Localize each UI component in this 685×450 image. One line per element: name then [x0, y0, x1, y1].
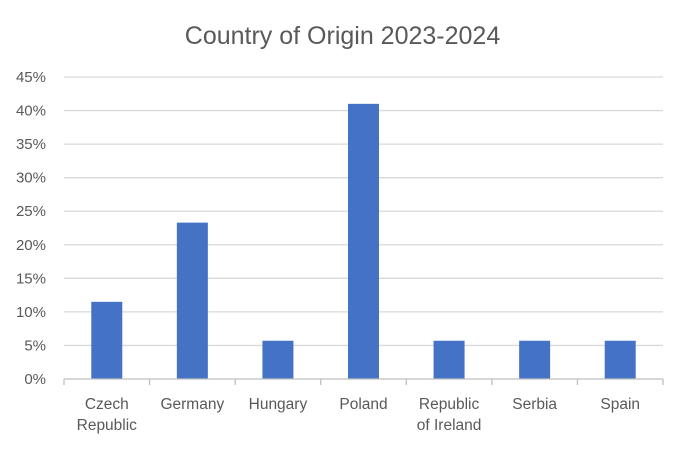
y-tick-label: 30% [16, 170, 46, 187]
bar [91, 301, 123, 379]
x-tick-label: Republic of Ireland [417, 396, 482, 434]
x-tick-label-line: Spain [600, 396, 640, 413]
x-axis [63, 378, 664, 385]
x-tick-label-line: Serbia [512, 396, 557, 413]
x-tick-label-line: Poland [339, 396, 387, 413]
x-tick-label-line: Republic [77, 417, 138, 434]
x-tick-label-line: Czech [85, 396, 129, 413]
x-tick-label: Serbia [512, 396, 557, 413]
y-tick-label: 45% [16, 69, 46, 86]
x-tick-label: Germany [160, 396, 224, 413]
y-tick-label: 25% [16, 203, 46, 220]
x-tick-label: Czech Republic [77, 396, 138, 434]
y-tick-label: 0% [24, 371, 46, 388]
x-tick-label-line: Hungary [249, 396, 308, 413]
bars [91, 103, 636, 379]
bar [604, 340, 636, 379]
x-axis-category-labels: Czech Republic Germany Hungary Poland Republi… [77, 396, 640, 434]
y-tick-label: 40% [16, 103, 46, 120]
y-tick-label: 15% [16, 270, 46, 287]
y-tick-label: 5% [24, 337, 46, 354]
y-tick-label: 20% [16, 237, 46, 254]
y-tick-label: 10% [16, 304, 46, 321]
bar [519, 340, 551, 379]
bar [176, 222, 208, 379]
chart-title: Country of Origin 2023-2024 [185, 22, 501, 50]
x-tick-label-line: Republic [419, 396, 480, 413]
x-tick-label: Spain [600, 396, 640, 413]
x-tick-label-line: of Ireland [417, 417, 482, 434]
y-axis-tick-labels: 0% 5% 10% 15% 20% 25% 30% 35% 40% 45% [16, 69, 46, 388]
x-tick-label: Poland [339, 396, 387, 413]
bar [433, 340, 465, 379]
x-tick-label: Hungary [249, 396, 308, 413]
y-tick-label: 35% [16, 136, 46, 153]
x-tick-label-line: Germany [160, 396, 224, 413]
bar [348, 103, 379, 379]
bar [262, 340, 294, 379]
